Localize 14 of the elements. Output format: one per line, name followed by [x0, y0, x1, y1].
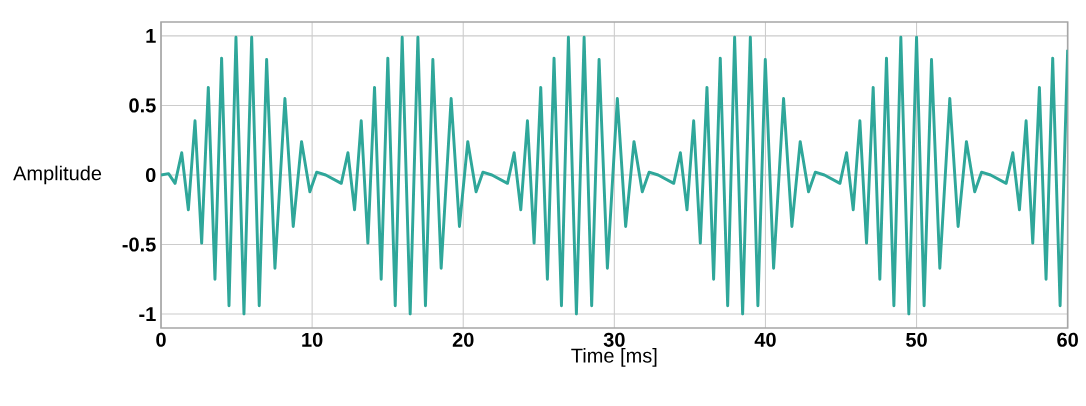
y-tick-label: -0.5 — [122, 237, 156, 252]
y-tick-label: 1 — [146, 29, 156, 43]
x-tick-label: 40 — [754, 332, 776, 347]
x-tick-label: 0 — [156, 332, 166, 347]
y-axis-title: Amplitude — [13, 165, 102, 185]
x-tick-label: 20 — [452, 332, 474, 347]
y-tick-label: 0 — [145, 167, 156, 183]
x-axis-title: Time [ms] — [571, 348, 657, 367]
x-tick-label: 60 — [1057, 332, 1078, 347]
y-tick-label: 0.5 — [129, 98, 156, 113]
x-tick-label: 50 — [906, 332, 927, 347]
x-tick-label: 30 — [603, 332, 625, 347]
x-tick-label: 10 — [302, 332, 323, 347]
y-tick-label: -1 — [139, 307, 156, 321]
